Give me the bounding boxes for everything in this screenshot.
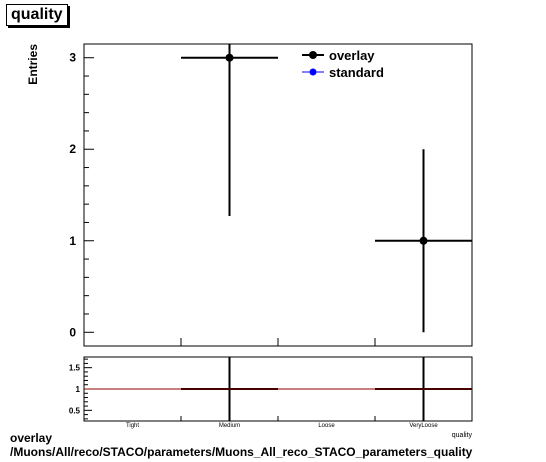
y-tick-label: 3: [69, 51, 76, 65]
x-axis-title: quality: [452, 432, 473, 439]
overlay-data-point: [225, 53, 234, 62]
footer-line-1: overlay: [10, 431, 53, 445]
ratio-y-tick-label: 1: [76, 385, 81, 394]
x-category-label: Medium: [219, 423, 240, 429]
y-axis-title: Entries: [26, 44, 40, 85]
ratio-y-tick-label: 1.5: [69, 364, 81, 373]
x-category-label: Tight: [126, 423, 139, 429]
x-category-label: Loose: [318, 423, 335, 429]
x-category-label: VeryLoose: [409, 423, 438, 429]
legend-overlay-label: overlay: [329, 48, 375, 63]
overlay-data-point: [419, 236, 428, 245]
footer-line-2: /Muons/All/reco/STACO/parameters/Muons_A…: [10, 445, 473, 459]
legend-overlay-marker: [309, 51, 317, 59]
legend-standard-label: standard: [329, 65, 384, 80]
y-tick-label: 1: [69, 234, 76, 248]
main-plot-frame: [83, 43, 473, 347]
y-tick-label: 0: [69, 325, 76, 339]
ratio-y-tick-label: 0.5: [69, 406, 81, 415]
histogram-title: quality: [6, 4, 68, 26]
y-tick-label: 2: [69, 142, 76, 156]
legend-standard-marker: [309, 68, 317, 76]
